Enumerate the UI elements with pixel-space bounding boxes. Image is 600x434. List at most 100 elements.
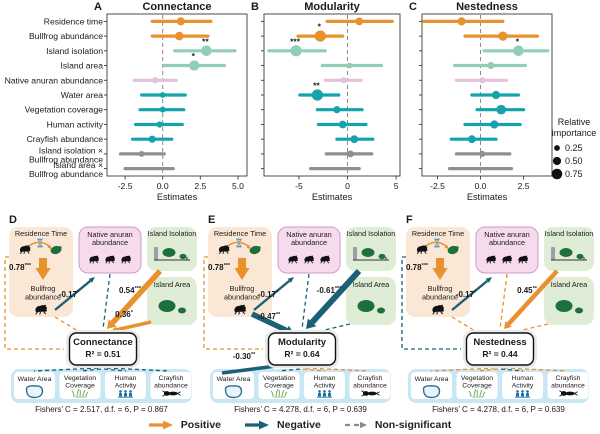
human-activity-label: Human: [313, 375, 335, 382]
non-significant-path: [33, 367, 99, 372]
response-box: [68, 332, 138, 366]
frog-icon: [502, 255, 512, 264]
positive-path-arrow: [107, 269, 163, 329]
estimate-dot: [487, 61, 495, 70]
people-icon: [515, 390, 530, 398]
crayfish-label: Crayfish: [159, 375, 184, 382]
panel-letter: E: [208, 214, 215, 226]
grass-icon: [270, 388, 287, 398]
estimate-dot: [156, 121, 163, 128]
response-box: [267, 332, 336, 366]
frog-icon: [218, 245, 229, 255]
response-r2: R² = 0.64: [284, 349, 319, 359]
row-label: Water area: [61, 90, 103, 100]
veg-mini-box: [456, 372, 498, 399]
size-legend-dot: [552, 156, 562, 166]
row-label: Crayfish abundance: [27, 134, 104, 144]
bullfrog-label: Bullfrog: [428, 284, 453, 293]
significance-stars: **: [202, 36, 209, 46]
frog-icon: [121, 255, 131, 264]
path-coefficient: -0.30**: [232, 352, 255, 361]
non-significant-path: [202, 256, 263, 350]
frog-icon: [19, 245, 31, 255]
x-tick-label: 5.0: [232, 181, 244, 191]
human-activity-label: Activity: [313, 383, 335, 390]
non-significant-path: [430, 367, 496, 372]
panel-letter: F: [406, 214, 413, 226]
x-tick-label: 0.0: [475, 181, 487, 191]
estimate-dot: [479, 150, 486, 157]
arrival-arrowhead: [246, 244, 250, 249]
island-isolation-icon: [551, 247, 587, 261]
frog-icon: [518, 255, 528, 264]
human-activity-label: Activity: [512, 383, 534, 390]
estimate-dot: [159, 92, 166, 98]
non-significant-path: [278, 368, 300, 372]
pond-icon: [224, 385, 242, 399]
x-tick-label: 0.0: [157, 181, 169, 191]
significance-stars: **: [313, 81, 320, 91]
vegetation-label: Vegetation: [262, 375, 294, 382]
sem-legend: Positive Negative Non-significant: [0, 415, 600, 434]
pond-icon: [422, 385, 441, 399]
x-axis-label: Estimates: [467, 192, 508, 202]
non-significant-path: [54, 316, 79, 332]
estimate-dot: [513, 45, 524, 57]
people-icon: [316, 390, 332, 398]
frog-icon: [303, 255, 314, 264]
sem-panel-F: F 0.78*** -0.17* 0.45** Residence Time Bullfr…: [401, 214, 594, 414]
legend-non-significant-label: Non-significant: [374, 419, 452, 431]
human-mini-box: [303, 372, 345, 399]
legend-negative-label: Negative: [277, 419, 321, 431]
significance-stars: *: [318, 22, 322, 32]
estimate-dot: [159, 106, 166, 113]
water-area-label: Water Area: [18, 376, 52, 383]
response-box: [465, 332, 535, 366]
crayfish-icon: [559, 390, 578, 397]
size-legend-dot: [551, 168, 563, 180]
crayfish-icon: [360, 390, 380, 397]
path-coefficient: -0.47**: [257, 312, 280, 321]
arrival-arrowhead: [47, 244, 52, 249]
x-tick-label: 5: [394, 181, 399, 191]
row-label: Island isolation ×: [39, 145, 103, 155]
row-label: Residence time: [44, 16, 103, 26]
island-area-icon: [555, 300, 583, 314]
veg-mini-box: [258, 372, 299, 399]
fisher-statistic: Fishers’ C = 4.278, d.f. = 6, P = 0.639: [234, 405, 367, 414]
path-coefficient: -0.17*: [456, 290, 477, 299]
x-tick-label: 2.5: [518, 181, 530, 191]
island-area-box: [345, 277, 396, 325]
size-legend-title: Relative: [558, 117, 591, 127]
native-anuran-label: abundance: [489, 238, 525, 247]
bullfrog-label: Bullfrog: [229, 284, 254, 293]
panel-title: Modularity: [304, 1, 360, 13]
native-anuran-label: Native anuran: [286, 230, 331, 239]
estimate-dot: [138, 151, 145, 157]
non-significant-path: [106, 367, 171, 372]
native-anuran-label: Native anuran: [87, 230, 132, 239]
panel-letter: C: [409, 1, 417, 13]
native-anuran-label: Native anuran: [484, 230, 529, 239]
covariates-box: [11, 369, 192, 403]
island-isolation-label: Island Isolation: [545, 229, 594, 238]
x-tick-label: 2.5: [194, 181, 206, 191]
estimate-dot: [457, 17, 466, 26]
arrival-arrowhead: [444, 244, 449, 249]
row-label: Bullfrog abundance: [29, 31, 103, 41]
negative-path-arrow: [252, 277, 294, 311]
significance-stars: *: [192, 51, 196, 61]
water-area-label: Water Area: [216, 376, 250, 383]
non-significant-path: [503, 367, 568, 372]
response-r2: R² = 0.44: [482, 349, 517, 359]
path-coefficient: 0.45**: [517, 286, 538, 295]
crayfish-icon: [162, 390, 181, 397]
water-area-label: Water Area: [415, 376, 449, 383]
path-coefficient: -0.17*: [257, 290, 278, 299]
residence-time-label: Residence Time: [15, 229, 67, 238]
response-title: Modularity: [277, 337, 326, 348]
veg-mini-box: [59, 372, 101, 399]
panel-letter: D: [9, 214, 17, 226]
x-tick-label: -5: [295, 181, 303, 191]
